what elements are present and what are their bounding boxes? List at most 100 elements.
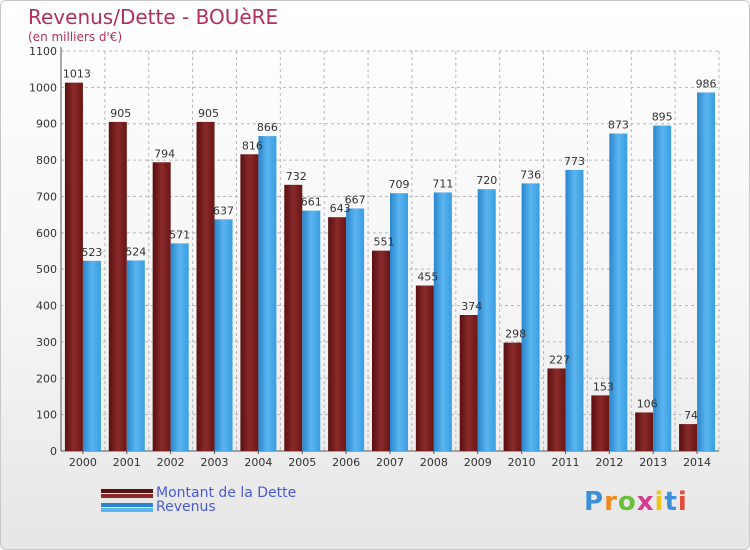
data-label-dette: 227 (549, 353, 570, 366)
data-label-revenus: 524 (125, 245, 146, 258)
y-tick-label: 200 (36, 372, 57, 385)
data-label-revenus: 637 (213, 204, 234, 217)
bar-revenus (214, 219, 233, 451)
bar-dette (679, 424, 698, 451)
y-tick-label: 100 (36, 409, 57, 422)
data-label-revenus: 523 (81, 246, 102, 259)
chart-title: Revenus/Dette - BOUèRE (28, 5, 279, 29)
logo-letter: i (677, 487, 688, 517)
data-label-dette: 551 (374, 236, 395, 249)
data-label-revenus: 709 (389, 178, 410, 191)
data-label-revenus: 873 (608, 119, 629, 132)
bar-dette (240, 154, 259, 452)
bar-revenus (477, 189, 496, 451)
data-label-dette: 74 (684, 409, 698, 422)
x-tick-label: 2006 (332, 456, 360, 469)
bar-revenus (258, 136, 277, 451)
data-label-dette: 732 (286, 170, 307, 183)
data-label-dette: 153 (593, 380, 614, 393)
y-tick-label: 800 (36, 154, 57, 167)
x-tick-label: 2011 (551, 456, 579, 469)
y-tick-label: 400 (36, 300, 57, 313)
data-label-revenus: 667 (345, 193, 366, 206)
bars-layer (64, 82, 716, 452)
bar-dette (591, 395, 610, 451)
data-label-dette: 298 (505, 328, 526, 341)
bar-revenus (346, 208, 365, 451)
bar-revenus (653, 125, 672, 451)
legend-label-revenus: Revenus (156, 499, 216, 515)
x-tick-label: 2010 (508, 456, 536, 469)
bar-revenus (390, 193, 408, 451)
data-label-dette: 374 (461, 300, 482, 313)
x-tick-label: 2008 (420, 456, 448, 469)
legend-swatch-dette (101, 489, 153, 498)
bar-dette (284, 184, 303, 451)
bar-revenus (126, 260, 145, 451)
bar-revenus (433, 192, 452, 452)
axis-layer: 0 100 200 300 400 500 600 700 800 900 1000 1100 2000… (29, 45, 719, 469)
x-tick-label: 2004 (244, 456, 272, 469)
logo-letter: o (617, 487, 637, 517)
logo-letter: r (604, 487, 618, 517)
bar-revenus (82, 260, 101, 451)
x-tick-label: 2013 (639, 456, 667, 469)
data-label-dette: 905 (110, 107, 131, 120)
data-label-dette: 106 (637, 397, 658, 410)
y-tick-label: 600 (36, 227, 57, 240)
y-tick-label: 900 (36, 118, 57, 131)
legend-label-dette: Montant de la Dette (156, 485, 297, 501)
data-label-revenus: 736 (520, 168, 541, 181)
bar-revenus (609, 133, 628, 451)
data-label-revenus: 571 (169, 228, 190, 241)
logo-letter: P (584, 487, 605, 517)
y-tick-label: 500 (36, 263, 57, 276)
y-tick-label: 0 (50, 445, 57, 458)
data-label-revenus: 720 (476, 174, 497, 187)
data-label-revenus: 661 (301, 196, 322, 209)
bar-dette (152, 162, 171, 452)
legend-swatch-revenus (101, 503, 153, 512)
x-tick-label: 2009 (464, 456, 492, 469)
logo-letter: t (664, 487, 678, 517)
bar-dette (64, 82, 83, 452)
x-tick-label: 2000 (69, 456, 97, 469)
data-label-revenus: 711 (432, 177, 453, 190)
x-tick-label: 2007 (376, 456, 404, 469)
x-tick-label: 2005 (288, 456, 316, 469)
bar-dette (635, 412, 654, 451)
bar-dette (459, 315, 478, 451)
data-label-dette: 1013 (63, 68, 91, 81)
data-label-revenus: 895 (652, 111, 673, 124)
bar-dette (372, 250, 390, 451)
logo-letter: i (654, 487, 665, 517)
x-tick-label: 2001 (113, 456, 141, 469)
data-label-revenus: 866 (257, 121, 278, 134)
data-label-dette: 816 (242, 139, 263, 152)
x-tick-label: 2012 (595, 456, 623, 469)
chart-subtitle: (en milliers d'€) (28, 30, 123, 44)
bar-dette (328, 217, 347, 451)
data-label-dette: 905 (198, 107, 219, 120)
y-tick-label: 700 (36, 190, 57, 203)
data-label-dette: 794 (154, 147, 175, 160)
bar-dette (196, 121, 215, 451)
data-label-revenus: 773 (564, 155, 585, 168)
bar-dette (547, 368, 566, 451)
proxiti-logo: Proxiti (584, 487, 688, 517)
bar-revenus (521, 183, 540, 451)
bar-revenus (170, 243, 189, 451)
logo-letter: x (636, 487, 655, 517)
bar-revenus (697, 92, 716, 452)
y-tick-label: 300 (36, 336, 57, 349)
data-label-revenus: 986 (696, 77, 717, 90)
x-tick-label: 2003 (201, 456, 229, 469)
data-label-dette: 455 (417, 271, 438, 284)
bar-dette (503, 342, 522, 451)
x-tick-label: 2002 (157, 456, 185, 469)
data-labels-layer: 1013 523 905 524 794 571 905 637 816 866 732 661 643… (63, 68, 717, 422)
y-tick-label: 1100 (29, 45, 57, 58)
x-tick-label: 2014 (683, 456, 711, 469)
